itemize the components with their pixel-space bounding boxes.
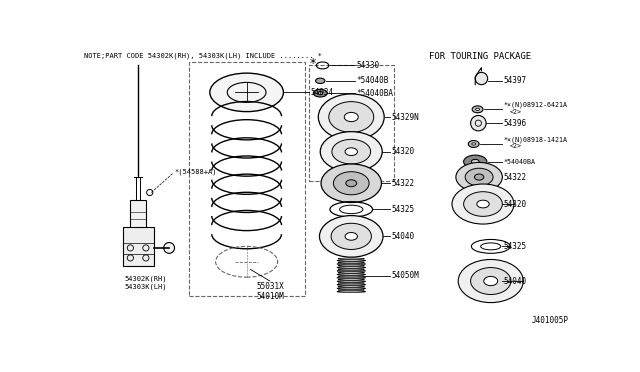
Text: <2>: <2> bbox=[510, 109, 522, 115]
Ellipse shape bbox=[463, 155, 487, 168]
Text: 54325: 54325 bbox=[392, 205, 415, 214]
Ellipse shape bbox=[458, 260, 524, 302]
Ellipse shape bbox=[472, 159, 479, 164]
Ellipse shape bbox=[337, 270, 365, 272]
Ellipse shape bbox=[338, 275, 364, 277]
Text: *54040BA: *54040BA bbox=[356, 89, 394, 97]
Ellipse shape bbox=[333, 172, 369, 195]
Ellipse shape bbox=[338, 272, 364, 273]
Ellipse shape bbox=[346, 180, 356, 187]
Ellipse shape bbox=[318, 94, 384, 140]
Ellipse shape bbox=[465, 168, 493, 186]
Ellipse shape bbox=[338, 262, 364, 263]
Text: 54320: 54320 bbox=[504, 199, 527, 209]
Text: NOTE;PART CODE 54302K(RH), 54303K(LH) INCLUDE ........ *: NOTE;PART CODE 54302K(RH), 54303K(LH) IN… bbox=[84, 53, 322, 60]
Ellipse shape bbox=[472, 106, 483, 113]
Text: 54322: 54322 bbox=[392, 179, 415, 188]
Ellipse shape bbox=[463, 192, 502, 217]
Text: 54329N: 54329N bbox=[392, 112, 419, 122]
Text: J401005P: J401005P bbox=[531, 316, 568, 325]
Ellipse shape bbox=[470, 267, 511, 295]
Ellipse shape bbox=[337, 267, 365, 268]
Text: <2>: <2> bbox=[510, 143, 522, 149]
Text: *×(N)08912-6421A: *×(N)08912-6421A bbox=[504, 102, 568, 108]
Ellipse shape bbox=[337, 263, 365, 265]
Text: 54330: 54330 bbox=[356, 61, 380, 70]
Ellipse shape bbox=[329, 102, 374, 132]
Ellipse shape bbox=[338, 289, 364, 291]
Text: *54040B: *54040B bbox=[356, 76, 389, 85]
Ellipse shape bbox=[468, 141, 479, 147]
Ellipse shape bbox=[345, 232, 358, 240]
Ellipse shape bbox=[337, 280, 365, 282]
Ellipse shape bbox=[345, 148, 358, 155]
Ellipse shape bbox=[337, 274, 365, 275]
Text: *: * bbox=[309, 57, 316, 70]
Ellipse shape bbox=[344, 112, 358, 122]
Text: 54396: 54396 bbox=[504, 119, 527, 128]
Ellipse shape bbox=[337, 260, 365, 261]
Ellipse shape bbox=[332, 140, 371, 164]
Circle shape bbox=[476, 73, 488, 85]
Ellipse shape bbox=[319, 216, 383, 257]
Ellipse shape bbox=[313, 89, 327, 97]
Ellipse shape bbox=[476, 108, 479, 110]
Ellipse shape bbox=[337, 291, 365, 292]
Ellipse shape bbox=[452, 184, 514, 224]
Ellipse shape bbox=[321, 164, 381, 202]
Text: 54303K(LH): 54303K(LH) bbox=[125, 283, 168, 290]
Text: *(54588+A): *(54588+A) bbox=[175, 169, 217, 175]
Circle shape bbox=[164, 243, 175, 253]
Text: 55031X: 55031X bbox=[257, 282, 284, 291]
Text: 54320: 54320 bbox=[392, 147, 415, 156]
Bar bbox=[189, 62, 305, 296]
Ellipse shape bbox=[316, 78, 325, 84]
Ellipse shape bbox=[338, 286, 364, 287]
Text: 54010M: 54010M bbox=[257, 292, 284, 301]
Ellipse shape bbox=[338, 269, 364, 270]
Ellipse shape bbox=[320, 132, 382, 172]
Text: 54040: 54040 bbox=[504, 276, 527, 286]
Ellipse shape bbox=[472, 143, 476, 145]
Bar bbox=[123, 227, 154, 266]
Bar bbox=[308, 65, 394, 181]
Text: 54325: 54325 bbox=[504, 242, 527, 251]
Text: *×(N)08918-1421A: *×(N)08918-1421A bbox=[504, 136, 568, 142]
Ellipse shape bbox=[338, 279, 364, 280]
Ellipse shape bbox=[474, 174, 484, 180]
Ellipse shape bbox=[337, 288, 365, 289]
Bar bbox=[131, 200, 146, 231]
Text: 54302K(RH): 54302K(RH) bbox=[125, 276, 168, 282]
Ellipse shape bbox=[337, 277, 365, 279]
Text: 54322: 54322 bbox=[504, 173, 527, 182]
Ellipse shape bbox=[484, 276, 498, 286]
Ellipse shape bbox=[318, 92, 323, 95]
Ellipse shape bbox=[338, 265, 364, 266]
Ellipse shape bbox=[338, 282, 364, 284]
Text: 54050M: 54050M bbox=[392, 271, 419, 280]
Ellipse shape bbox=[456, 163, 502, 192]
Text: 54040: 54040 bbox=[392, 232, 415, 241]
Ellipse shape bbox=[331, 223, 371, 250]
Ellipse shape bbox=[337, 284, 365, 286]
Ellipse shape bbox=[210, 73, 284, 112]
Text: 54034: 54034 bbox=[310, 88, 333, 97]
Circle shape bbox=[470, 115, 486, 131]
Ellipse shape bbox=[477, 200, 489, 208]
Ellipse shape bbox=[338, 258, 364, 260]
Text: FOR TOURING PACKAGE: FOR TOURING PACKAGE bbox=[429, 52, 531, 61]
Text: *54040BA: *54040BA bbox=[504, 159, 536, 165]
Text: 54397: 54397 bbox=[504, 76, 527, 85]
